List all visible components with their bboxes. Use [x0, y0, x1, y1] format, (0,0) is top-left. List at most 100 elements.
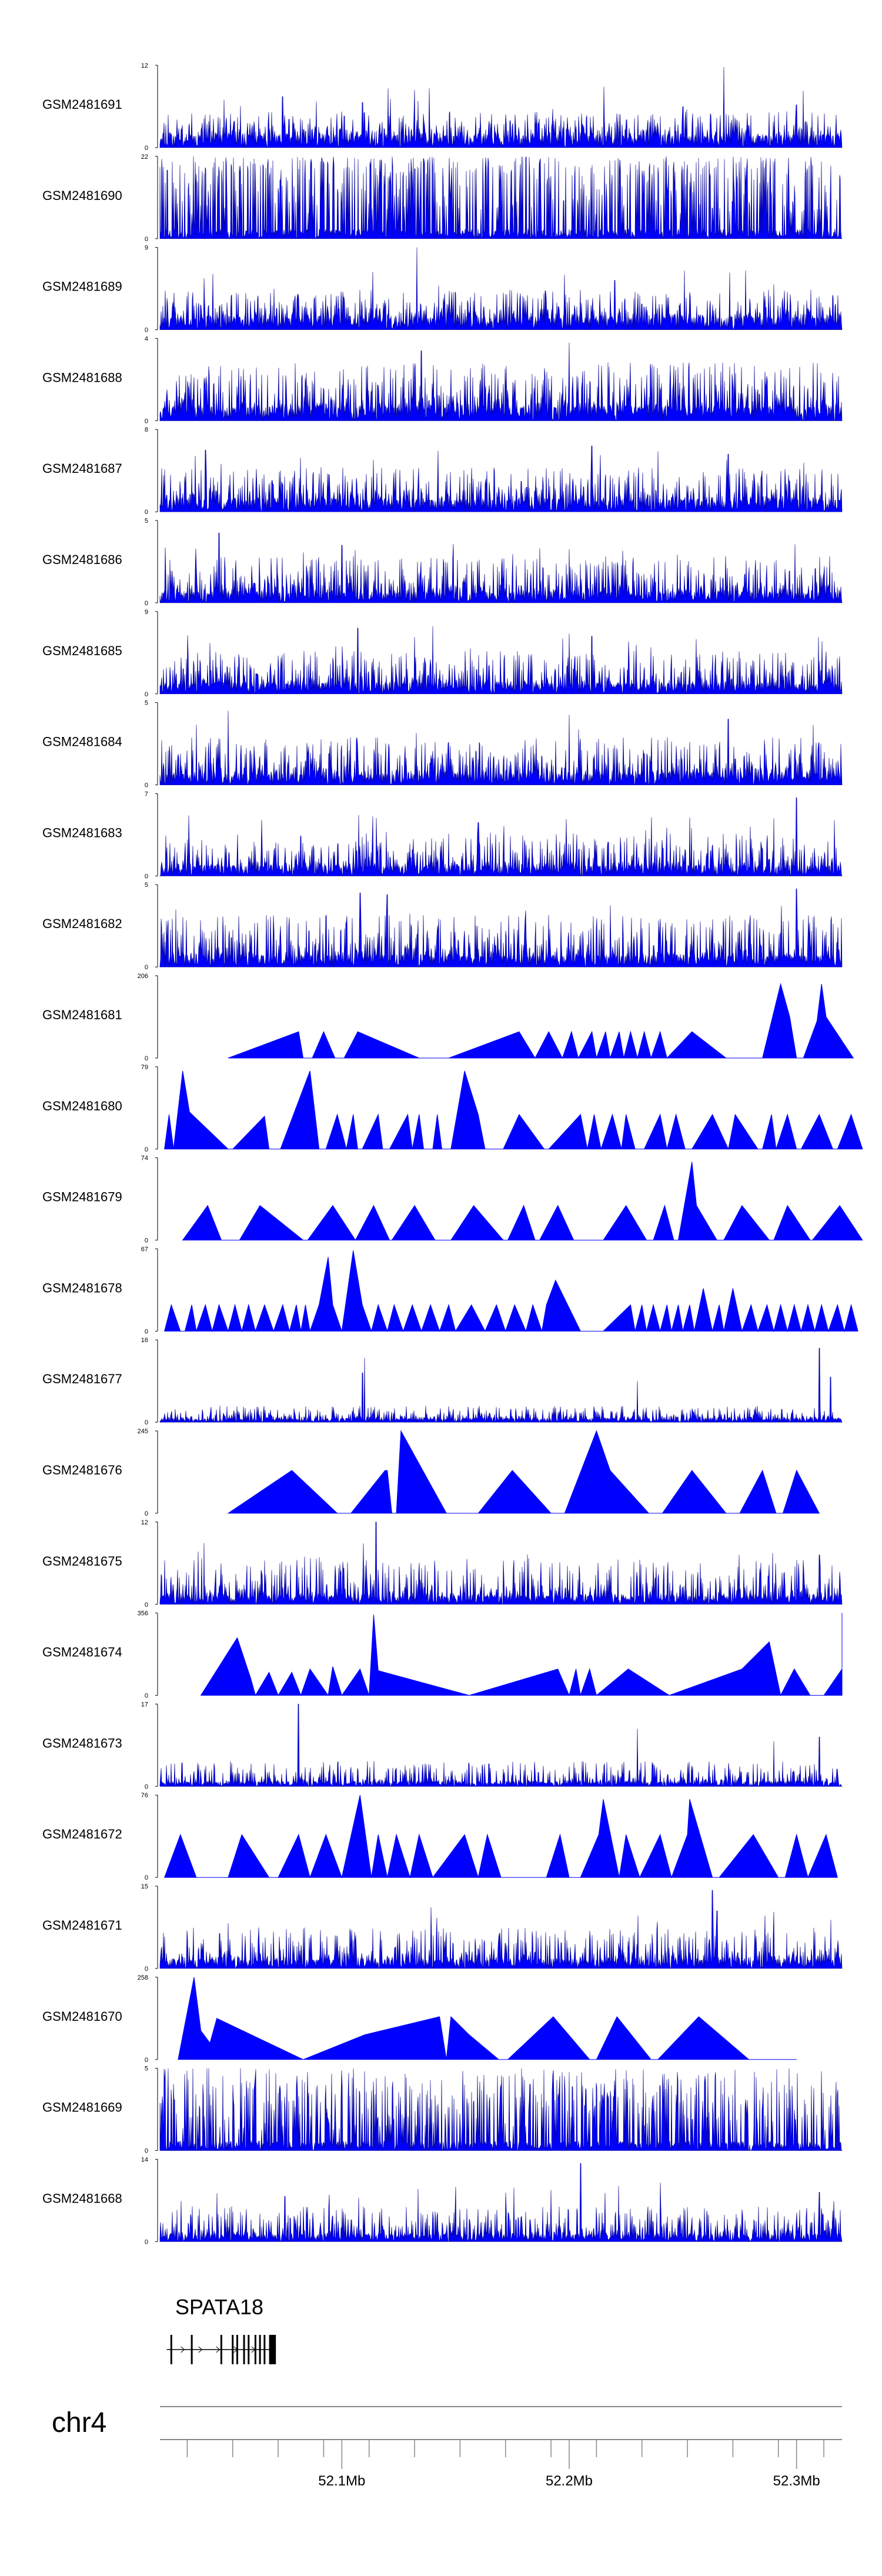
track-GSM2481674: GSM2481674 356 0 — [42, 1610, 843, 1700]
y-min-label: 0 — [145, 782, 148, 789]
gene-exon-terminal — [269, 2335, 276, 2364]
y-max-label: 12 — [141, 62, 148, 69]
track-label: GSM2481689 — [42, 279, 122, 294]
coverage-area — [159, 66, 843, 148]
coverage-area — [159, 1704, 843, 1787]
axis-position-label: 52.2Mb — [546, 2473, 593, 2489]
y-min-label: 0 — [145, 1146, 148, 1153]
y-max-label: 9 — [145, 609, 148, 616]
coverage-area — [159, 342, 843, 422]
y-max-label: 4 — [145, 335, 148, 342]
track-GSM2481676: GSM2481676 245 0 — [42, 1428, 820, 1517]
y-min-label: 0 — [145, 1328, 148, 1335]
track-label: GSM2481690 — [42, 188, 122, 203]
coverage-area — [159, 798, 843, 876]
track-label: GSM2481685 — [42, 643, 122, 658]
y-min-label: 0 — [145, 145, 148, 152]
track-GSM2481678: GSM2481678 67 0 — [42, 1246, 858, 1335]
track-label: GSM2481681 — [42, 1007, 122, 1022]
y-min-label: 0 — [145, 1693, 148, 1700]
y-min-label: 0 — [145, 1510, 148, 1517]
track-label: GSM2481676 — [42, 1463, 122, 1477]
track-label: GSM2481670 — [42, 2009, 122, 2024]
y-max-label: 12 — [141, 1519, 148, 1526]
y-max-label: 74 — [141, 1155, 148, 1162]
y-min-label: 0 — [145, 1237, 148, 1244]
track-GSM2481670: GSM2481670 258 0 — [42, 1974, 797, 2064]
coverage-area — [163, 1795, 838, 1879]
track-GSM2481680: GSM2481680 79 0 — [42, 1064, 863, 1153]
coverage-area — [159, 1347, 843, 1423]
coverage-area — [159, 888, 843, 968]
y-min-label: 0 — [145, 236, 148, 243]
axis-position-label: 52.3Mb — [773, 2473, 820, 2489]
track-label: GSM2481671 — [42, 1918, 122, 1933]
track-label: GSM2481683 — [42, 825, 122, 840]
y-max-label: 14 — [141, 2156, 148, 2163]
y-min-label: 0 — [145, 1419, 148, 1426]
strand-arrow — [181, 2346, 185, 2353]
track-label: GSM2481673 — [42, 1736, 122, 1750]
track-label: GSM2481680 — [42, 1099, 122, 1113]
gene-exon — [254, 2335, 256, 2364]
tracks-layer: GSM2481691120GSM2481690220GSM248168990GS… — [42, 62, 863, 2245]
gene-track: SPATA18 — [166, 2295, 276, 2364]
gene-exon — [232, 2335, 234, 2364]
gene-exon — [248, 2335, 250, 2364]
coverage-area — [164, 1070, 863, 1150]
y-max-label: 356 — [138, 1610, 148, 1617]
track-GSM2481679: GSM2481679 74 0 — [42, 1155, 863, 1244]
y-min-label: 0 — [145, 418, 148, 425]
track-GSM2481677: GSM2481677 16 0 — [42, 1337, 843, 1426]
y-max-label: 5 — [145, 518, 148, 525]
y-max-label: 9 — [145, 245, 148, 252]
coverage-area — [159, 445, 843, 513]
coverage-area — [182, 1162, 863, 1241]
coverage-area — [227, 1430, 820, 1514]
y-max-label: 79 — [141, 1064, 148, 1071]
chromosome-label: chr4 — [52, 2407, 106, 2438]
axis-position-label: 52.1Mb — [318, 2473, 365, 2489]
gene-exon — [170, 2335, 172, 2364]
y-max-label: 8 — [145, 426, 148, 433]
track-GSM2481691: GSM2481691 12 0 — [42, 62, 843, 152]
track-label: GSM2481687 — [42, 461, 122, 476]
y-min-label: 0 — [145, 600, 148, 607]
coverage-area — [159, 710, 843, 786]
track-GSM2481687: GSM2481687 8 0 — [42, 426, 843, 516]
y-max-label: 16 — [141, 1337, 148, 1344]
gene-exon — [220, 2335, 222, 2364]
track-label: GSM2481677 — [42, 1372, 122, 1386]
y-max-label: 5 — [145, 2066, 148, 2073]
genome-axis: chr4 52.1Mb 52.2Mb 52.3Mb — [52, 2406, 842, 2489]
coverage-area — [159, 626, 843, 695]
track-label: GSM2481669 — [42, 2100, 122, 2115]
y-max-label: 22 — [141, 154, 148, 161]
gene-name: SPATA18 — [175, 2295, 263, 2319]
gene-exon — [236, 2335, 238, 2364]
y-max-label: 76 — [141, 1792, 148, 1799]
track-GSM2481686: GSM2481686 5 0 — [42, 518, 843, 607]
track-label: GSM2481691 — [42, 97, 122, 112]
track-label: GSM2481672 — [42, 1827, 122, 1841]
y-min-label: 0 — [145, 2238, 148, 2245]
y-max-label: 15 — [141, 1883, 148, 1890]
y-max-label: 245 — [138, 1428, 148, 1435]
gene-exon — [263, 2335, 266, 2364]
coverage-area — [159, 2163, 843, 2243]
strand-arrow — [216, 2346, 220, 2353]
y-min-label: 0 — [145, 1874, 148, 1881]
track-GSM2481685: GSM2481685 9 0 — [42, 609, 843, 698]
coverage-area — [178, 1977, 797, 2060]
y-max-label: 67 — [141, 1246, 148, 1253]
gene-exon — [191, 2335, 193, 2364]
track-label: GSM2481686 — [42, 552, 122, 567]
track-label: GSM2481674 — [42, 1645, 122, 1660]
coverage-area — [159, 247, 843, 331]
track-GSM2481668: GSM2481668 14 0 — [42, 2156, 843, 2245]
track-GSM2481671: GSM2481671 15 0 — [42, 1883, 843, 1973]
y-max-label: 206 — [138, 973, 148, 980]
track-label: GSM2481679 — [42, 1190, 122, 1204]
coverage-area — [200, 1613, 843, 1697]
gene-exon — [259, 2335, 261, 2364]
